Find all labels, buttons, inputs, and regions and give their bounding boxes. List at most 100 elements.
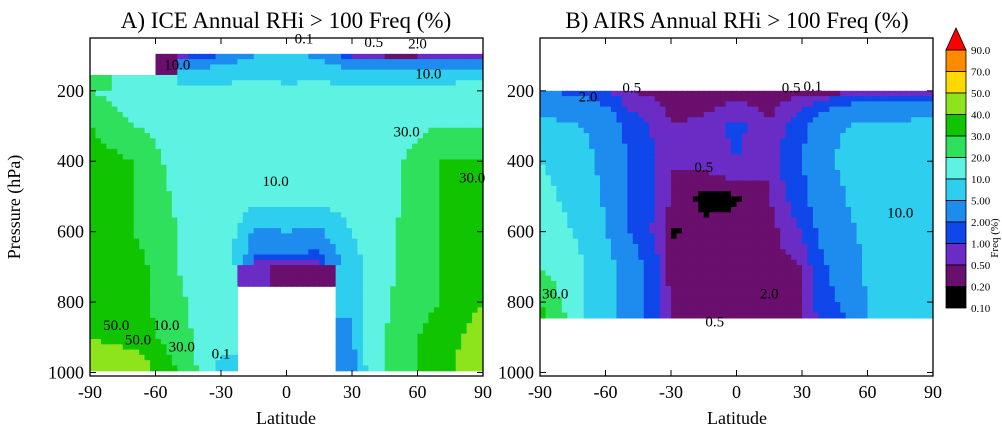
panel-a-contour-cell [270, 228, 277, 235]
panel-a-contour-cell [100, 164, 107, 171]
panel-a-contour-cell [242, 74, 249, 81]
panel-b: B) AIRS Annual RHi > 100 Freq (%) 0.52.0… [498, 8, 942, 428]
panel-a-contour-cell [466, 207, 473, 213]
panel-a-contour-cell [346, 170, 353, 176]
panel-a-contour-cell [226, 170, 233, 176]
panel-a-contour-cell [444, 349, 451, 356]
panel-b-contour-cell [540, 101, 547, 108]
panel-a-contour-cell [182, 207, 189, 213]
panel-b-contour-cell [911, 138, 918, 145]
panel-a-contour-cell [461, 265, 468, 271]
panel-a-contour-cell [341, 101, 348, 108]
panel-a-contour-cell [122, 80, 129, 87]
panel-a-contour-cell [128, 207, 135, 213]
panel-a-contour-cell [95, 164, 102, 171]
panel-b-contour-cell [676, 127, 683, 134]
panel-b-contour-cell [561, 90, 568, 97]
panel-a-contour-cell [412, 127, 419, 134]
panel-a-contour-cell [433, 317, 440, 324]
panel-a-contour-cell [117, 85, 124, 92]
panel-a-contour-cell [122, 349, 129, 356]
panel-a-contour-cell [160, 53, 168, 60]
panel-a-contour-cell [259, 111, 266, 118]
panel-b-contour-cell [796, 143, 803, 150]
panel-a-contour-cell [182, 228, 189, 235]
panel-a-contour-cell [231, 159, 238, 166]
panel-a-contour-cell [362, 196, 369, 203]
panel-a-contour-cell [199, 275, 206, 282]
panel-a-contour-cell [144, 254, 151, 261]
panel-a-contour-cell [231, 265, 238, 271]
panel-b-contour-cell [643, 106, 650, 113]
panel-a-contour-cell [433, 217, 440, 224]
panel-b-contour-cell [616, 127, 623, 134]
panel-b-contour-cell [872, 138, 880, 145]
panel-a-contour-cell [390, 238, 397, 245]
panel-a-contour-cell [221, 138, 228, 145]
panel-a-contour-cell [362, 270, 369, 277]
panel-a-contour-cell [204, 280, 211, 287]
panel-b-contour-cell [654, 122, 661, 129]
panel-a-contour-cell [319, 265, 326, 271]
panel-a-contour-cell [352, 127, 359, 134]
panel-a-contour-cell [308, 275, 315, 282]
panel-a-contour-cell [100, 175, 107, 182]
panel-a-contour-cell [308, 191, 315, 198]
panel-b-contour-cell [736, 106, 743, 113]
panel-b-contour-cell [709, 96, 716, 102]
panel-b-contour-cell [747, 154, 754, 161]
panel-a-contour-cell [139, 127, 146, 134]
panel-a-contour-cell [379, 175, 386, 182]
panel-a-contour-cell [297, 217, 304, 224]
panel-a-contour-cell [215, 59, 222, 66]
panel-a-contour-cell [259, 106, 266, 113]
panel-a-contour-cell [95, 243, 102, 250]
panel-b-contour-cell [627, 148, 634, 155]
panel-a-contour-cell [182, 265, 189, 271]
panel-b-contour-cell [758, 154, 765, 161]
panel-a-contour-cell [111, 317, 118, 324]
panel-a-contour-cell [171, 53, 178, 60]
panel-a-contour-cell [204, 302, 211, 308]
panel-a-contour-cell [122, 217, 129, 224]
panel-b-contour-cell [780, 143, 787, 150]
panel-a-contour-cell [401, 196, 408, 203]
panel-a-contour-cell [204, 191, 211, 198]
panel-a-contour-cell [182, 85, 189, 92]
panel-b-contour-cell [769, 96, 776, 102]
panel-a-contour-cell [155, 312, 162, 319]
panel-b-contour-cell [802, 101, 809, 108]
panel-b-contour-cell [589, 90, 596, 97]
panel-a-contour-cell [379, 101, 386, 108]
panel-a-contour-cell [417, 180, 424, 187]
panel-a-contour-cell [106, 243, 113, 250]
panel-a-contour-cell [352, 328, 359, 335]
panel-b-contour-cell [589, 101, 596, 108]
panel-a-contour-cell [286, 101, 293, 108]
panel-a-contour-cell [379, 64, 386, 71]
panel-b-contour-cell [572, 90, 579, 97]
panel-a-contour-cell [319, 106, 326, 113]
panel-b-contour-cell [851, 127, 858, 134]
panel-a-contour-cell [221, 111, 228, 118]
panel-b-contour-cell [791, 154, 798, 161]
panel-a-contour-cell [466, 53, 473, 60]
panel-b-contour-cell [567, 90, 574, 97]
panel-a-contour-cell [275, 249, 282, 256]
panel-a-contour-cell [204, 117, 211, 124]
panel-a-contour-cell [297, 164, 304, 171]
panel-a-contour-cell [455, 74, 462, 81]
panel-b-contour-cell [671, 106, 678, 113]
panel-a-contour-cell [193, 238, 200, 245]
panel-a-contour-cell [406, 233, 413, 240]
panel-b-contour-cell [769, 143, 776, 150]
panel-a-contour-cell [417, 296, 424, 303]
panel-a-contour-cell [133, 80, 140, 87]
panel-a-contour-cell [133, 90, 140, 97]
panel-a-contour-cell [171, 148, 178, 155]
panel-b-contour-cell [834, 148, 841, 155]
panel-a-contour-cell [286, 212, 293, 219]
panel-b-contour-cell [900, 111, 907, 118]
panel-a-contour-cell [472, 148, 479, 155]
panel-b-contour-cell [561, 154, 568, 161]
